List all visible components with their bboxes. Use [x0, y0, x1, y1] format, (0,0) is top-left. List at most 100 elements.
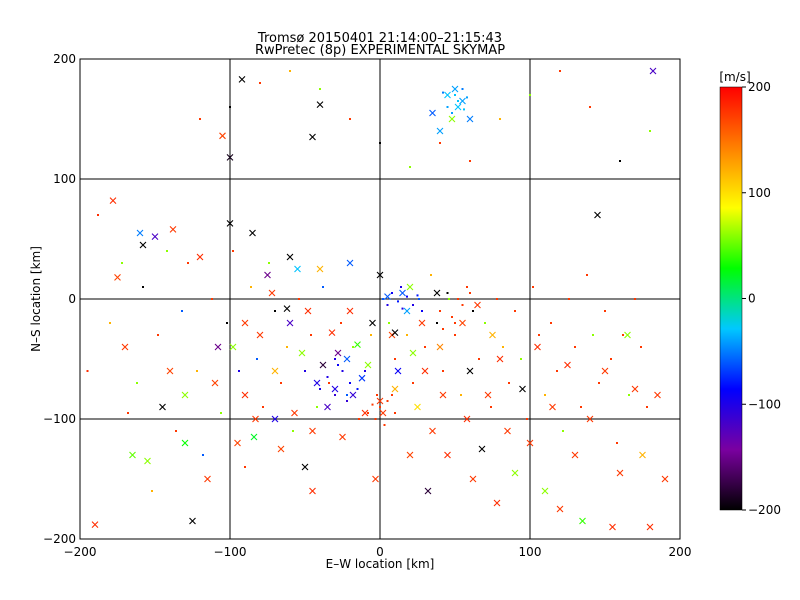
- chart-title: Tromsø 20150401 21:14:00–21:15:43: [257, 31, 502, 46]
- y-tick-label: 200: [53, 52, 76, 66]
- data-point-dot: [592, 334, 594, 336]
- data-point-x: [343, 355, 351, 363]
- data-point-dot: [469, 292, 471, 294]
- data-point-dot: [238, 370, 240, 372]
- data-point-x: [109, 197, 117, 204]
- data-point-x: [313, 379, 321, 387]
- data-point-dot: [461, 88, 464, 90]
- data-point-x: [406, 283, 414, 291]
- data-point-dot: [406, 295, 408, 298]
- data-point-dot: [346, 394, 348, 396]
- data-point-dot: [610, 358, 612, 360]
- data-point-dot: [326, 376, 329, 378]
- data-point-x: [361, 409, 369, 417]
- data-point-dot: [604, 310, 606, 312]
- data-point-dot: [589, 106, 591, 108]
- data-point-dot: [187, 262, 189, 264]
- data-point-x: [249, 229, 256, 237]
- data-point-x: [226, 220, 234, 227]
- data-point-dot: [451, 316, 453, 318]
- data-point-dot: [379, 142, 381, 144]
- data-point-dot: [442, 328, 444, 330]
- data-point-dot: [412, 304, 414, 306]
- data-point-x: [354, 341, 361, 348]
- data-point-x: [526, 439, 534, 447]
- data-point-x: [511, 469, 519, 477]
- data-point-x: [241, 319, 249, 327]
- data-point-x: [181, 391, 189, 399]
- data-point-dot: [580, 406, 582, 408]
- data-point-x: [601, 367, 609, 375]
- data-point-dot: [448, 298, 450, 300]
- data-point-dot: [502, 346, 504, 348]
- data-point-dot: [370, 334, 372, 336]
- data-point-dot: [628, 394, 630, 396]
- data-point-x: [451, 85, 459, 93]
- data-point-x: [309, 133, 316, 141]
- x-axis-label: E–W location [km]: [326, 557, 435, 571]
- x-tick-label: 100: [519, 545, 542, 559]
- data-point-dot: [346, 400, 348, 402]
- data-point-dot: [229, 106, 231, 108]
- data-point-dot: [386, 400, 389, 402]
- data-point-dot: [286, 346, 288, 348]
- data-point-dot: [532, 286, 534, 288]
- data-point-dot: [400, 286, 402, 288]
- data-point-x: [166, 367, 174, 375]
- data-point-x: [418, 319, 426, 327]
- data-point-dot: [568, 298, 570, 300]
- colorbar-tick-labels: 200 100 0 −100 −200: [742, 80, 781, 517]
- data-point-dot: [460, 394, 462, 396]
- y-tick-label: 0: [68, 292, 76, 306]
- data-point-x: [444, 91, 451, 99]
- data-point-x: [646, 523, 654, 531]
- data-point-x: [564, 361, 571, 369]
- grid-lines: [80, 59, 680, 539]
- data-point-dot: [383, 424, 386, 426]
- data-point-dot: [259, 82, 261, 84]
- data-point-dot: [499, 118, 501, 120]
- data-point-x: [654, 391, 661, 399]
- data-point-dot: [268, 262, 270, 264]
- data-point-dot: [412, 382, 414, 384]
- data-point-dot: [640, 346, 642, 348]
- data-point-x: [433, 289, 441, 297]
- data-point-dot: [514, 310, 516, 312]
- data-point-x: [444, 451, 451, 459]
- data-point-dot: [371, 403, 374, 406]
- data-point-dot: [121, 262, 123, 264]
- data-points: [86, 67, 669, 531]
- data-point-x: [346, 259, 354, 267]
- data-point-x: [459, 97, 466, 105]
- y-tick-label: 100: [53, 172, 76, 186]
- data-point-x: [181, 439, 189, 447]
- data-point-dot: [349, 382, 351, 384]
- data-point-dot: [274, 310, 276, 312]
- colorbar-tick-label: 0: [748, 292, 756, 306]
- data-point-x: [421, 367, 429, 375]
- data-point-x: [454, 103, 462, 111]
- data-point-dot: [454, 334, 456, 336]
- data-point-x: [271, 415, 279, 423]
- data-point-x: [256, 331, 264, 339]
- data-point-dot: [622, 334, 624, 336]
- data-point-x: [304, 307, 312, 315]
- data-point-dot: [397, 300, 399, 303]
- data-point-dot: [520, 358, 522, 360]
- data-point-x: [459, 319, 466, 327]
- data-point-x: [384, 293, 391, 300]
- data-point-dot: [544, 394, 546, 396]
- data-point-dot: [349, 118, 351, 120]
- data-point-x: [549, 403, 556, 411]
- data-point-dot: [196, 370, 198, 372]
- data-point-dot: [439, 142, 441, 144]
- data-point-x: [616, 469, 624, 477]
- data-point-x: [556, 505, 564, 513]
- data-point-dot: [386, 304, 389, 306]
- data-point-x: [328, 329, 336, 336]
- data-point-dot: [526, 418, 528, 420]
- data-point-x: [250, 433, 258, 441]
- data-point-x: [463, 415, 471, 423]
- data-point-dot: [244, 466, 246, 468]
- data-point-dot: [574, 346, 576, 348]
